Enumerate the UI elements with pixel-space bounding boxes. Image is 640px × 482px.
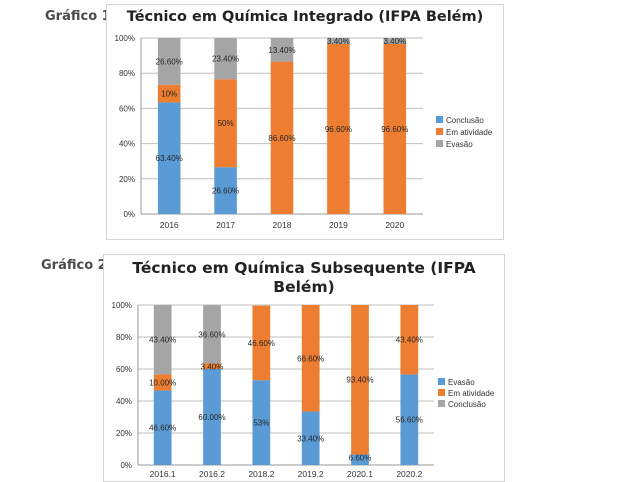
y-tick-label: 80% — [119, 69, 135, 78]
data-label: 26.60% — [212, 187, 239, 196]
y-tick-label: 0% — [120, 461, 132, 470]
y-tick-label: 100% — [112, 301, 132, 310]
x-tick-label: 2018.2 — [248, 469, 274, 479]
bar-segment — [400, 374, 419, 465]
data-label: 46.60% — [248, 339, 275, 348]
bar-segment — [383, 38, 407, 44]
data-label: 63.40% — [156, 154, 183, 163]
data-label: 50% — [218, 119, 234, 128]
chart-plot: 0% 20% 40% 60% 80% 100% 46.60% 10.00% 43.40% 2016… — [112, 301, 495, 479]
bar-segment — [214, 38, 237, 80]
data-label: 36.60% — [198, 330, 225, 339]
data-label: 53% — [253, 419, 269, 428]
chart-subsequente: Técnico em Química Subsequente (IFPA Bel… — [103, 254, 505, 482]
bar-segment — [301, 411, 320, 465]
legend-label: Em atividade — [446, 128, 493, 137]
x-tick-label: 2020.1 — [347, 469, 373, 479]
chart-title-line-1: Técnico em Química Subsequente (IFPA — [132, 259, 476, 277]
bar-segment — [351, 305, 369, 455]
chart-title-line-2: Belém) — [273, 278, 335, 296]
bar-segment — [214, 79, 237, 168]
bar-segment — [153, 374, 172, 391]
bar-segment — [252, 380, 271, 465]
data-label: 3.40% — [383, 37, 406, 46]
bar-segment — [252, 305, 271, 381]
y-tick-label: 100% — [115, 34, 135, 43]
bar-segment — [153, 305, 172, 375]
data-label: 26.60% — [156, 57, 183, 66]
chart-plot: 0% 20% 40% 60% 80% 100% 63.40% 10% 26.60% 2016 26.… — [115, 34, 493, 230]
y-tick-label: 80% — [116, 333, 132, 342]
legend-swatch — [436, 128, 443, 135]
data-label: 46.60% — [149, 424, 176, 433]
legend-label: Em atividade — [448, 389, 495, 398]
y-tick-label: 40% — [119, 140, 135, 149]
y-tick-label: 0% — [123, 210, 135, 219]
legend-swatch — [438, 378, 445, 385]
legend-swatch — [436, 116, 443, 123]
data-label: 56.60% — [396, 416, 423, 425]
bar-segment — [157, 38, 181, 85]
data-label: 96.60% — [325, 125, 352, 134]
bar-segment — [327, 38, 350, 44]
legend-swatch — [436, 140, 443, 147]
data-label: 10.00% — [149, 378, 176, 387]
legend-label: Conclusão — [448, 400, 486, 409]
x-tick-label: 2017 — [216, 220, 235, 230]
bar-segment — [351, 454, 369, 465]
bar-segment — [203, 369, 221, 465]
figure-label-2: Gráfico 2 — [41, 258, 107, 273]
x-tick-label: 2019.2 — [298, 469, 324, 479]
bar-segment — [203, 363, 221, 369]
bar-segment — [301, 305, 320, 412]
data-label: 10% — [161, 90, 177, 99]
data-label: 3.40% — [327, 37, 350, 46]
x-tick-label: 2020.2 — [396, 469, 422, 479]
bar-segment — [203, 305, 221, 364]
data-label: 13.40% — [268, 46, 295, 55]
legend-label: Evasão — [446, 140, 473, 149]
chart-integrado: Técnico em Química Integrado (IFPA Belém… — [106, 4, 504, 240]
y-tick-label: 60% — [116, 365, 132, 374]
bar-segment — [157, 84, 181, 103]
bar-segment — [153, 390, 172, 465]
data-label: 96.60% — [381, 125, 408, 134]
data-label: 43.40% — [396, 336, 423, 345]
y-tick-label: 20% — [119, 175, 135, 184]
data-label: 3.40% — [201, 363, 224, 372]
bar-segment — [157, 102, 181, 214]
x-tick-label: 2019 — [329, 220, 348, 230]
bar-segment — [400, 305, 419, 375]
legend-swatch — [438, 389, 445, 396]
bar-segment — [327, 43, 350, 214]
x-tick-label: 2016 — [160, 220, 179, 230]
data-label: 33.40% — [297, 434, 324, 443]
figure-label-1: Gráfico 1 — [45, 9, 111, 24]
y-tick-label: 60% — [119, 104, 135, 113]
y-tick-label: 20% — [116, 429, 132, 438]
x-tick-label: 2020 — [385, 220, 404, 230]
legend-label: Conclusão — [446, 116, 484, 125]
data-label: 23.40% — [212, 55, 239, 64]
legend-label: Evasão — [448, 378, 475, 387]
x-tick-label: 2016.1 — [150, 469, 176, 479]
data-label: 43.40% — [149, 336, 176, 345]
data-label: 60.00% — [198, 413, 225, 422]
x-tick-label: 2018 — [273, 220, 292, 230]
data-label: 93.40% — [346, 376, 373, 385]
legend-swatch — [438, 400, 445, 407]
chart-title: Técnico em Química Integrado (IFPA Belém… — [126, 9, 484, 25]
data-label: 6.60% — [349, 453, 372, 462]
data-label: 66.60% — [297, 354, 324, 363]
bar-segment — [383, 43, 407, 214]
bar-segment — [214, 167, 237, 214]
y-tick-label: 40% — [116, 397, 132, 406]
x-tick-label: 2016.2 — [199, 469, 225, 479]
data-label: 86.60% — [268, 134, 295, 143]
bar-segment — [270, 61, 294, 214]
bar-segment — [270, 38, 294, 62]
chart-title: Técnico em Química Subsequente (IFPA Bel… — [104, 259, 504, 297]
